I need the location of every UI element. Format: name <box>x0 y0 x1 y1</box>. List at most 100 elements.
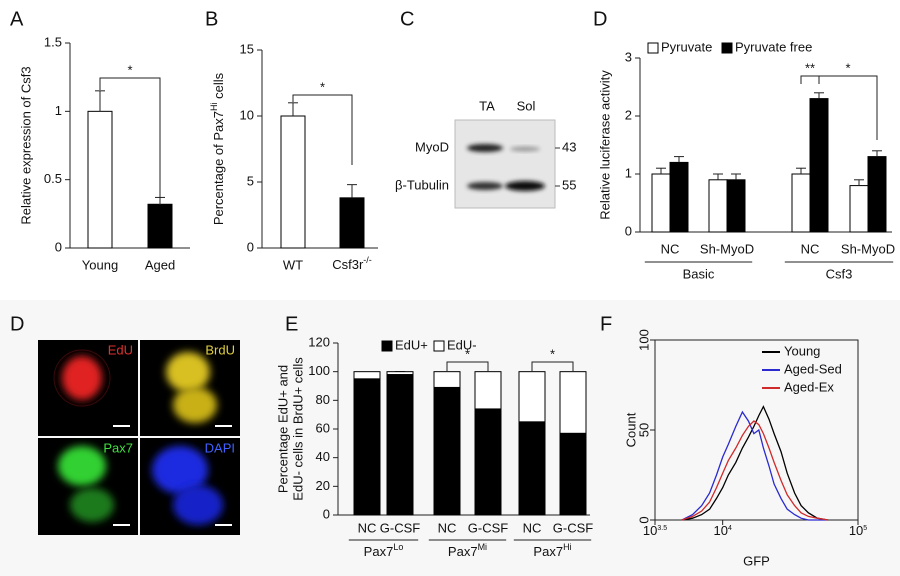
line-series <box>681 405 829 521</box>
superscript: Mi <box>478 542 488 552</box>
x-tick-label: Young <box>82 257 118 272</box>
superscript: Hi <box>209 102 219 111</box>
legend-label: Aged-Ex <box>784 379 834 394</box>
group-label: Pax7Lo <box>364 542 404 559</box>
blot-image <box>454 119 556 209</box>
y-axis-label: EdU- cells in BrdU+ cells <box>290 357 305 501</box>
legend-swatch <box>381 340 393 352</box>
group-label: Pax7Mi <box>448 542 487 559</box>
significance-label: ** <box>805 60 815 75</box>
label-part: cells <box>211 72 226 102</box>
superscript: Hi <box>563 542 572 552</box>
bar <box>809 98 829 233</box>
bar <box>669 161 689 233</box>
y-tick-label: 15 <box>240 41 254 56</box>
x-tick-label: 105 <box>849 523 867 538</box>
significance-bracket <box>531 361 574 372</box>
y-tick-label: 0 <box>247 239 254 254</box>
bar-segment <box>559 371 587 434</box>
legend-swatch <box>721 42 733 54</box>
x-tick-label: NC <box>801 241 820 256</box>
lane-label: Sol <box>517 98 536 113</box>
tick-exponent: 3.5 <box>657 525 667 532</box>
bar <box>339 197 365 249</box>
panel-label: C <box>400 8 414 30</box>
bar <box>867 156 887 233</box>
legend-label: Pyruvate free <box>735 39 812 54</box>
bar-segment <box>518 371 546 423</box>
panel-label: F <box>600 313 612 335</box>
bar <box>280 115 306 249</box>
y-tick-label: 2 <box>625 107 632 122</box>
label-part: Pax7 <box>364 544 394 559</box>
bar <box>849 185 869 233</box>
bar <box>651 173 671 233</box>
bar <box>708 179 728 233</box>
significance-bracket <box>99 77 161 205</box>
label-part: Pax7 <box>533 544 563 559</box>
cell <box>62 356 102 400</box>
y-axis-label: Relative luciferase activity <box>597 70 612 220</box>
x-tick-label: Csf3r-/- <box>332 255 372 272</box>
superscript: Lo <box>393 542 403 552</box>
x-tick-label: NC <box>523 520 542 535</box>
size-label: 43 <box>562 139 576 154</box>
y-axis-label: Percentage EdU+ and <box>275 365 290 493</box>
y-tick-label: 120 <box>308 334 330 349</box>
band <box>467 144 503 152</box>
cell <box>70 488 114 522</box>
bar <box>147 203 173 249</box>
legend-label: Young <box>784 343 820 358</box>
group-label: Basic <box>683 266 715 281</box>
y-tick-label: 0 <box>636 516 651 523</box>
band <box>505 181 545 191</box>
legend-label: Pyruvate <box>661 39 712 54</box>
bar-segment <box>518 421 546 516</box>
cell-outline <box>53 349 111 407</box>
y-axis-label: Percentage of Pax7Hi cells <box>209 72 226 225</box>
legend-swatch <box>433 340 445 352</box>
y-tick-label: 10 <box>240 107 254 122</box>
y-tick-label: 1 <box>625 165 632 180</box>
plot-frame <box>654 339 859 521</box>
x-tick-label: Sh-MyoD <box>841 241 895 256</box>
y-tick-label: 1.5 <box>44 34 62 49</box>
significance-label: * <box>550 346 555 361</box>
superscript: -/- <box>363 255 372 265</box>
label-part: Percentage of Pax7 <box>211 111 226 225</box>
legend-label: EdU- <box>447 337 477 352</box>
x-tick-label: NC <box>358 520 377 535</box>
panel-label: D <box>10 313 24 335</box>
y-axis-label: Count <box>623 412 638 447</box>
tick-base: 10 <box>849 523 863 538</box>
significance-bracket <box>818 75 878 140</box>
y-tick-label: 3 <box>625 49 632 64</box>
bar <box>791 173 811 233</box>
y-tick-label: 0 <box>625 223 632 238</box>
channel-label: BrdU <box>205 342 235 357</box>
bar-segment <box>474 371 502 410</box>
bar <box>726 179 746 233</box>
significance-bracket <box>292 94 353 165</box>
micrographs: D EdU BrdU Pax7 DAPI <box>10 313 240 535</box>
bar-segment <box>559 432 587 516</box>
y-tick-label: 100 <box>308 363 330 378</box>
y-tick-label: 50 <box>636 423 651 437</box>
y-axis-label: Relative expression of Csf3 <box>18 66 33 224</box>
x-tick-label: Sh-MyoD <box>700 241 754 256</box>
significance-label: * <box>845 60 850 75</box>
size-label: 55 <box>562 177 576 192</box>
bar-segment <box>474 408 502 516</box>
cell <box>58 446 106 486</box>
lane-label: TA <box>479 98 495 113</box>
channel-label: DAPI <box>205 440 235 455</box>
x-tick-label: 103.5 <box>643 523 667 538</box>
channel-label: Pax7 <box>103 440 133 455</box>
x-tick-label: NC <box>438 520 457 535</box>
channel-label: EdU <box>108 342 133 357</box>
panel-label: A <box>10 8 24 30</box>
significance-label: * <box>320 79 325 94</box>
legend-label: EdU+ <box>395 337 428 352</box>
bar-segment <box>433 371 461 388</box>
